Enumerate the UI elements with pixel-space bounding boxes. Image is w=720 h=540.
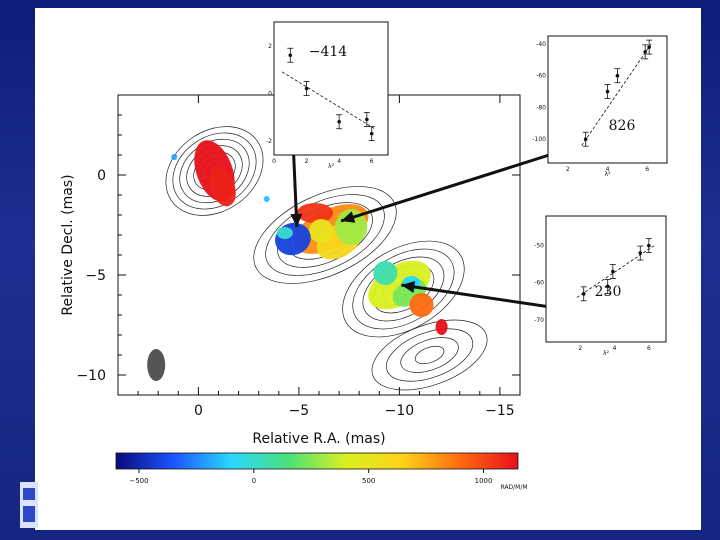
x-tick-label: −15 (485, 403, 515, 419)
rm-outer (409, 293, 434, 317)
data-point (647, 45, 651, 49)
arrow-head (290, 213, 303, 227)
inset-y-tick: -70 (534, 317, 544, 324)
inset-y-tick: -100 (532, 136, 546, 143)
inset-x-label: λ² (605, 171, 612, 178)
colorbar-tick-label: 500 (362, 477, 375, 485)
inset-x-tick: 6 (647, 345, 651, 352)
data-point (583, 137, 588, 141)
inset-x-tick: 4 (613, 345, 617, 352)
inset-frame (273, 21, 389, 156)
inset-x-tick: 2 (566, 166, 570, 173)
inset-frame (547, 35, 668, 164)
data-point (643, 50, 647, 54)
inset-y-tick: -60 (536, 73, 546, 80)
rm-blue (276, 227, 293, 239)
x-tick-label: −10 (385, 403, 415, 419)
arrow-central-component (340, 148, 566, 223)
rm-outer (435, 319, 448, 335)
inset-x-tick: 4 (606, 166, 610, 173)
arrow-shaft (340, 148, 566, 223)
inset-y-tick: 2 (268, 43, 272, 50)
inset-x-tick: 4 (337, 158, 341, 165)
data-point (638, 251, 643, 255)
contour-line (165, 126, 264, 216)
data-point (304, 86, 309, 91)
data-point (647, 243, 651, 248)
rm-spot (171, 154, 178, 160)
contour-line (386, 328, 474, 382)
rm-outer (373, 261, 398, 285)
rm-core (209, 167, 236, 207)
x-tick-label: −5 (289, 403, 310, 419)
rm-annotation: −414 (309, 44, 348, 60)
inset-plot-2: 2 4 6 -40 -60 -80 -100 λ² 826 (532, 35, 668, 178)
data-point (605, 89, 610, 94)
inset-y-tick: -60 (534, 280, 544, 287)
inset-x-tick: 0 (272, 158, 276, 165)
x-axis-label: Relative R.A. (mas) (252, 431, 385, 447)
inset-y-tick: 0 (268, 90, 272, 97)
rm-central (296, 203, 334, 223)
fit-line (581, 43, 652, 146)
inset-y-tick: -80 (536, 104, 546, 111)
beam-ellipse (147, 349, 166, 381)
rm-central (308, 219, 334, 243)
y-tick-label: 0 (97, 168, 106, 184)
contour-line (352, 248, 455, 330)
contour-line (371, 319, 488, 391)
data-point (605, 284, 610, 289)
rm-annotation: 230 (595, 284, 622, 300)
arrow-head (341, 211, 356, 223)
data-point (369, 131, 374, 136)
rm-spot (263, 196, 270, 202)
colorbar-tick-label: 0 (252, 477, 256, 485)
rm-annotation: 826 (609, 118, 636, 134)
y-axis-label: Relative Decl. (mas) (60, 174, 76, 315)
logo (20, 482, 38, 528)
colorbar-tick-label: 1000 (475, 477, 493, 485)
colorbar-tick-label: −500 (129, 477, 148, 485)
inset-frame (545, 215, 667, 343)
data-point (615, 73, 620, 78)
x-tick-label: 0 (194, 403, 203, 419)
inset-y-tick: -50 (534, 243, 544, 250)
contour-line (414, 345, 445, 365)
y-tick-label: −10 (76, 368, 106, 384)
inset-plot-3: 2 4 6 -50 -60 -70 λ² 230 (534, 215, 667, 357)
inset-y-tick: -2 (266, 138, 272, 145)
arrow-head (401, 280, 416, 293)
data-point (611, 269, 615, 274)
data-point (288, 53, 293, 58)
fit-line (281, 71, 376, 130)
inset-x-tick: 2 (578, 345, 582, 352)
inset-x-tick: 6 (645, 166, 649, 173)
inset-x-tick: 2 (305, 158, 309, 165)
data-point (365, 117, 369, 122)
colorbar-unit: RAD/M/M (500, 484, 527, 491)
colorbar: −500 0 500 1000 RAD/M/M (115, 452, 528, 491)
contour-line (342, 240, 465, 338)
rm-color-layer (147, 140, 448, 381)
data-point (581, 292, 586, 296)
inset-y-tick: -40 (536, 41, 546, 48)
inset-plot-1: 0 2 4 6 2 0 -2 λ² −414 (266, 21, 389, 170)
data-point (337, 119, 341, 124)
y-tick-label: −5 (85, 268, 106, 284)
contour-line (400, 337, 459, 373)
inset-x-label: λ² (603, 350, 610, 357)
rm-central (335, 209, 368, 245)
inset-x-label: λ² (328, 163, 335, 170)
inset-x-tick: 6 (370, 158, 374, 165)
inset-layer: 0 2 4 6 2 0 -2 λ² −414 2 4 6 -40 -60 -80 -100 λ² 826 2 4 6 -5… (266, 21, 668, 357)
colorbar-gradient (115, 452, 519, 470)
